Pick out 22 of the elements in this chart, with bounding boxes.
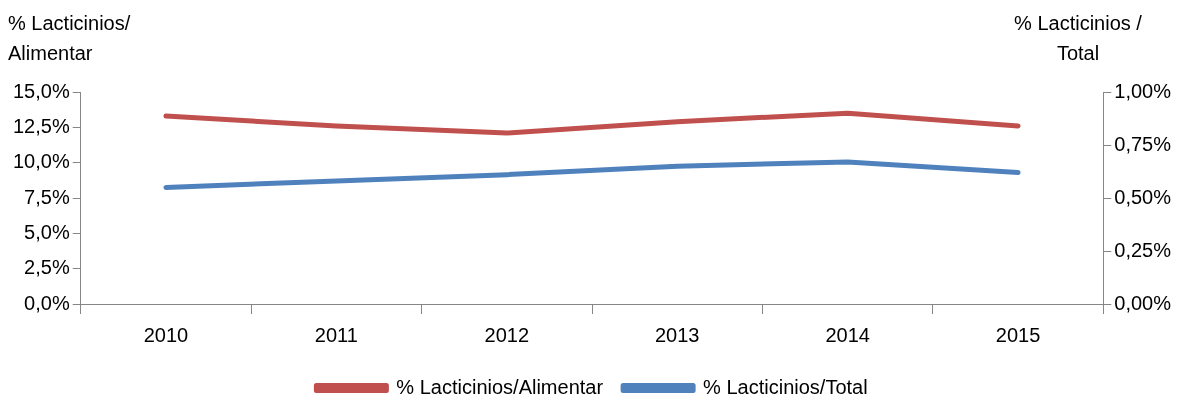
y-tick-label: 12,5% [12, 114, 70, 137]
y2-tick-label: 1,00% [1114, 79, 1172, 102]
x-tick-label: 2010 [143, 323, 189, 346]
y-tick-label: 10,0% [12, 150, 70, 173]
y-tick-label: 2,5% [24, 256, 70, 279]
legend-label: % Lacticinios/Total [703, 375, 868, 398]
y-tick-label: 15,0% [12, 79, 70, 102]
y-tick-label: 0,0% [24, 291, 70, 314]
x-tick-label: 2015 [995, 323, 1041, 346]
y2-tick-label: 0,25% [1114, 238, 1172, 261]
y-tick-label: 5,0% [24, 220, 70, 243]
y-tick-label: 7,5% [24, 185, 70, 208]
y2-tick-label: 0,75% [1114, 132, 1172, 155]
x-tick-label: 2012 [484, 323, 530, 346]
y2-axis-title: % Lacticinios / Total [1013, 11, 1143, 66]
legend-label: % Lacticinios/Alimentar [396, 375, 604, 398]
y2-tick-label: 0,00% [1114, 291, 1172, 314]
y2-tick-label: 0,50% [1114, 185, 1172, 208]
y-axis-title: % Lacticinios/ Alimentar [8, 11, 132, 66]
x-tick-label: 2014 [825, 323, 870, 346]
x-tick-label: 2013 [654, 323, 700, 346]
x-tick-label: 2011 [314, 323, 358, 346]
